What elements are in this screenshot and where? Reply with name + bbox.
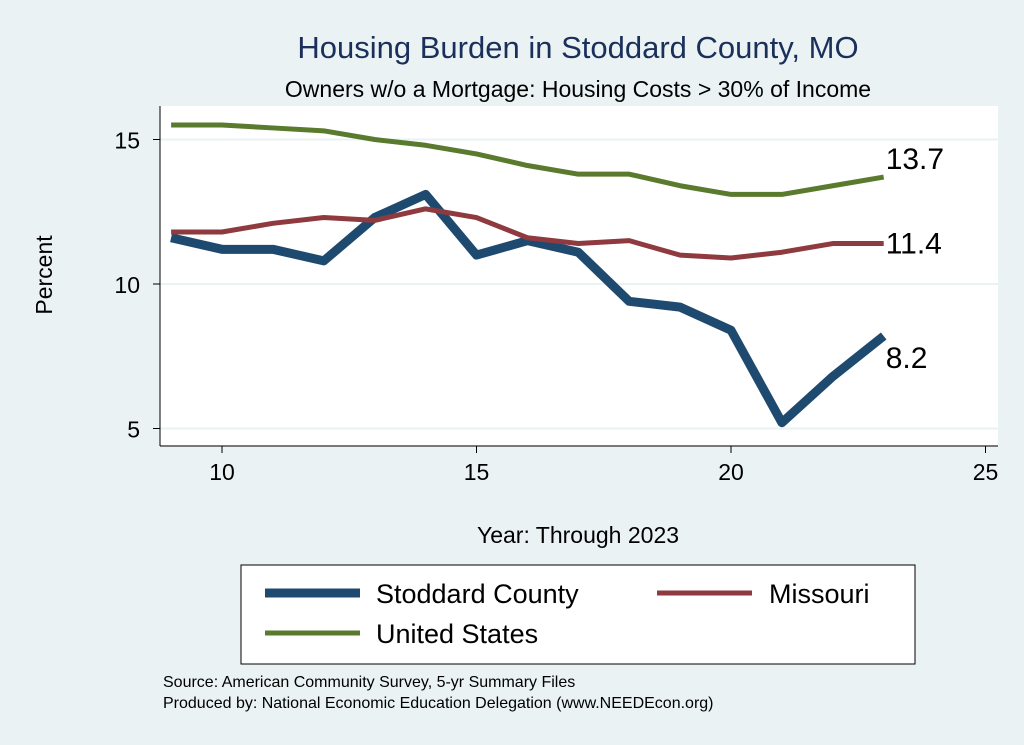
series-line-stoddard-county — [170, 189, 887, 428]
end-label: 13.7 — [886, 143, 944, 176]
y-tick-label: 5 — [127, 417, 140, 443]
x-axis-label: Year: Through 2023 — [477, 522, 679, 548]
x-tick-label: 20 — [718, 459, 744, 485]
series-line-united-states — [171, 122, 885, 197]
x-tick-label: 10 — [209, 459, 235, 485]
end-label: 11.4 — [886, 228, 942, 261]
legend-label: United States — [376, 619, 538, 649]
source-note: Source: American Community Survey, 5-yr … — [163, 674, 575, 691]
y-tick-label: 15 — [114, 128, 140, 154]
plot-area — [160, 106, 998, 445]
x-tick-label: 15 — [464, 459, 490, 485]
y-axis-label: Percent — [31, 235, 57, 315]
legend-label: Stoddard County — [376, 579, 579, 609]
series-line-missouri — [171, 206, 884, 261]
legend-label: Missouri — [769, 579, 870, 609]
y-tick-label: 10 — [114, 272, 140, 298]
x-tick-label: 25 — [973, 459, 999, 485]
producer-note: Produced by: National Economic Education… — [163, 695, 714, 712]
end-label: 8.2 — [886, 342, 928, 375]
legend-box — [240, 564, 916, 665]
chart-title: Housing Burden in Stoddard County, MO — [297, 30, 858, 65]
chart-subtitle: Owners w/o a Mortgage: Housing Costs > 3… — [285, 76, 871, 102]
